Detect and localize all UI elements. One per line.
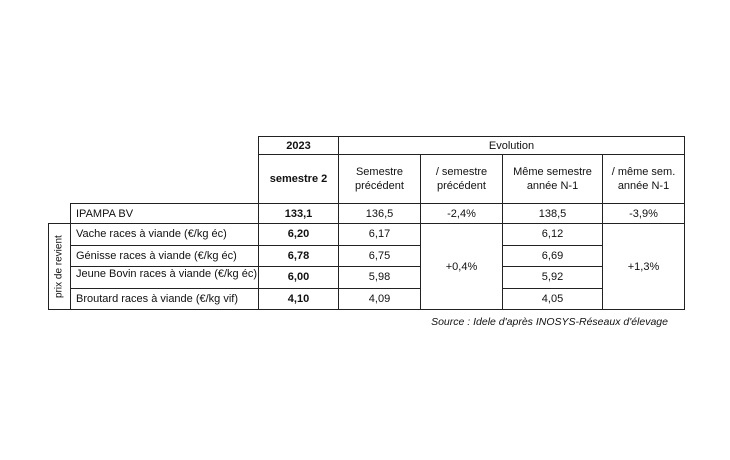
column-header: Semestre précédent — [338, 154, 421, 204]
group-label: prix de revient — [48, 223, 71, 310]
merged-change: +0,4% — [420, 223, 503, 310]
row-label: Jeune Bovin races à viande (€/kg éc) — [70, 266, 259, 289]
column-header: semestre 2 — [258, 154, 339, 204]
header-line: Même semestre — [513, 166, 592, 178]
row-label: Vache races à viande (€/kg éc) — [70, 223, 259, 246]
evolution-header: Evolution — [338, 136, 685, 155]
header-line: semestre 2 — [269, 173, 328, 185]
value-cell: 6,78 — [258, 244, 339, 267]
row-label: Broutard races à viande (€/kg vif) — [70, 287, 259, 310]
value-cell: 4,09 — [338, 287, 421, 310]
value-cell: 6,69 — [502, 244, 603, 267]
source-note: Source : Idele d'après INOSYS-Réseaux d'… — [431, 316, 668, 328]
header-line: / semestre — [435, 166, 488, 178]
value-cell: 6,17 — [338, 223, 421, 246]
row-label: IPAMPA BV — [70, 203, 259, 224]
header-line: précédent — [437, 180, 486, 192]
value-cell: 4,05 — [502, 287, 603, 310]
value-cell: 6,75 — [338, 244, 421, 267]
column-header: / même sem. année N-1 — [602, 154, 685, 204]
value-cell: 6,00 — [258, 266, 339, 289]
header-line: année N-1 — [617, 180, 670, 192]
header-line: / même sem. — [611, 166, 676, 178]
header-line: Semestre — [355, 166, 404, 178]
value-cell: 138,5 — [502, 203, 603, 224]
header-line: année N-1 — [526, 180, 579, 192]
value-cell: 5,92 — [502, 266, 603, 289]
value-cell: -2,4% — [420, 203, 503, 224]
row-label: Génisse races à viande (€/kg éc) — [70, 244, 259, 267]
column-header: / semestre précédent — [420, 154, 503, 204]
value-cell: 133,1 — [258, 203, 339, 224]
value-cell: 5,98 — [338, 266, 421, 289]
value-cell: 6,12 — [502, 223, 603, 246]
column-header: Même semestre année N-1 — [502, 154, 603, 204]
value-cell: 4,10 — [258, 287, 339, 310]
header-line: précédent — [355, 180, 404, 192]
value-cell: 6,20 — [258, 223, 339, 246]
year-header: 2023 — [258, 136, 339, 155]
value-cell: 136,5 — [338, 203, 421, 224]
value-cell: -3,9% — [602, 203, 685, 224]
merged-change: +1,3% — [602, 223, 685, 310]
